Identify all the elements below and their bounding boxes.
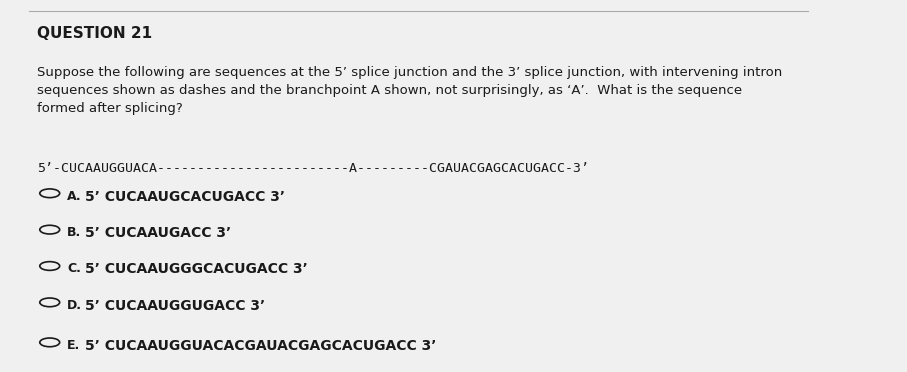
Text: 5’-CUCAAUGGUACA------------------------A---------CGAUACGAGCACUGACC-3’: 5’-CUCAAUGGUACA------------------------A… bbox=[37, 162, 590, 175]
Text: 5’ CUCAAUGGGCACUGACC 3’: 5’ CUCAAUGGGCACUGACC 3’ bbox=[85, 262, 308, 276]
Text: C.: C. bbox=[67, 262, 81, 275]
Text: A.: A. bbox=[67, 190, 82, 203]
Text: 5’ CUCAAUGGUGACC 3’: 5’ CUCAAUGGUGACC 3’ bbox=[85, 299, 266, 313]
Text: 5’ CUCAAUGCACUGACC 3’: 5’ CUCAAUGCACUGACC 3’ bbox=[85, 190, 286, 203]
Text: E.: E. bbox=[67, 339, 81, 352]
Text: QUESTION 21: QUESTION 21 bbox=[37, 26, 152, 41]
Text: 5’ CUCAAUGGUACACGAUACGAGCACUGACC 3’: 5’ CUCAAUGGUACACGAUACGAGCACUGACC 3’ bbox=[85, 339, 436, 353]
Text: B.: B. bbox=[67, 226, 82, 239]
Text: D.: D. bbox=[67, 299, 83, 312]
Text: Suppose the following are sequences at the 5’ splice junction and the 3’ splice : Suppose the following are sequences at t… bbox=[37, 66, 783, 115]
Text: 5’ CUCAAUGACC 3’: 5’ CUCAAUGACC 3’ bbox=[85, 226, 231, 240]
